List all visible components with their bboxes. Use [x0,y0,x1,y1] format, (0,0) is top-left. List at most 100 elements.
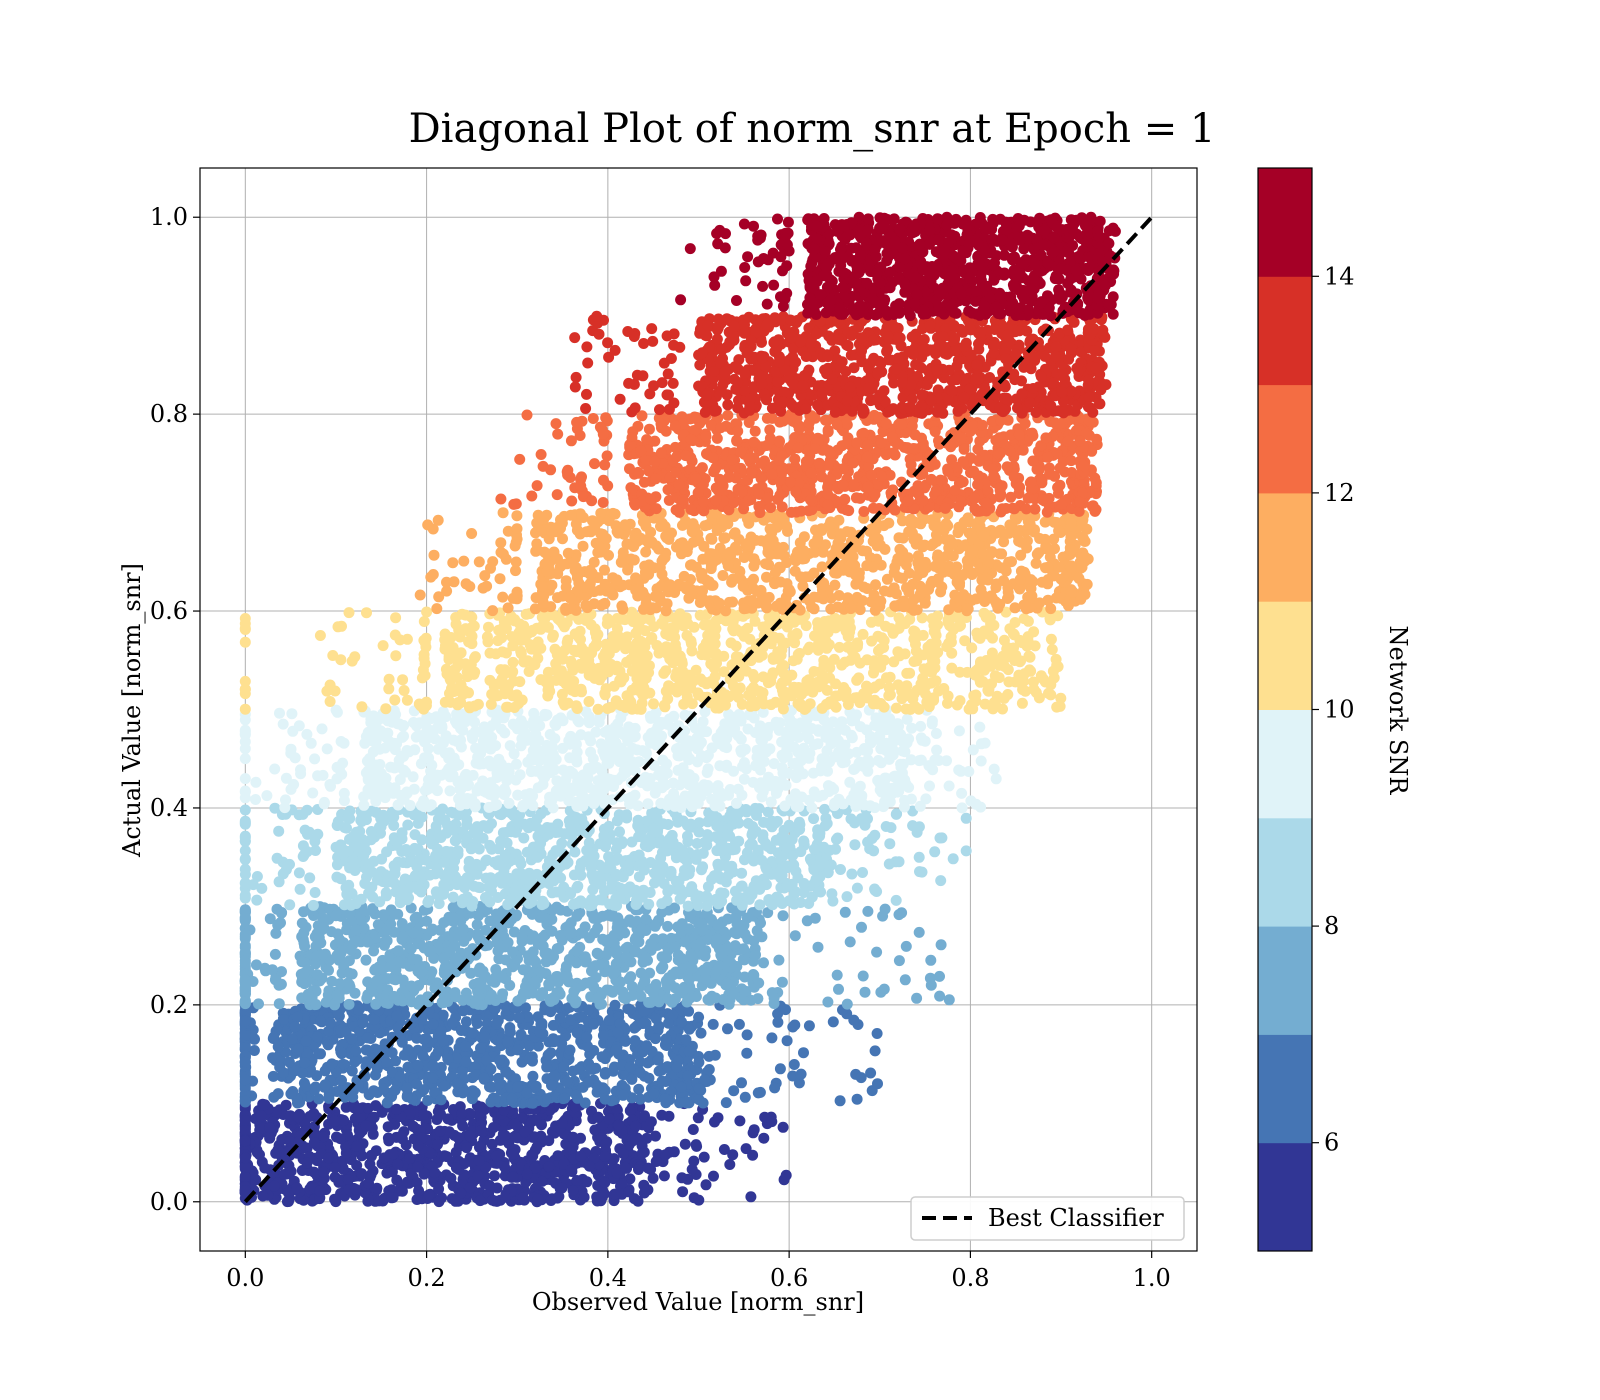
scatter-point [395,1130,407,1142]
scatter-point [671,1061,683,1073]
scatter-point [438,886,449,898]
scatter-point [711,869,723,881]
scatter-point [755,734,767,746]
scatter-point [250,959,262,971]
scatter-point [368,1085,380,1097]
scatter-point [510,774,522,786]
scatter-point [738,773,750,785]
scatter-point [780,1004,791,1016]
scatter-point [818,714,830,726]
scatter-point [781,743,793,755]
scatter-point [869,802,881,814]
scatter-point [728,765,739,777]
scatter-point [571,882,583,894]
scatter-point [513,1012,525,1024]
scatter-point [361,1032,373,1044]
scatter-point [839,906,851,918]
scatter-point [413,717,425,729]
scatter-point [864,843,876,855]
scatter-point [778,1174,790,1186]
scatter-point [423,1189,435,1201]
scatter-point [428,952,440,964]
scatter-point [418,1109,430,1120]
scatter-point [871,1028,883,1039]
scatter-point [558,1061,570,1073]
scatter-point [610,1044,622,1056]
scatter-point [415,994,427,1006]
scatter-point [438,997,450,1009]
scatter-point [620,951,632,963]
scatter-point [479,1031,491,1043]
scatter-point [523,1040,535,1052]
scatter-point [382,1121,394,1133]
scatter-point [722,829,733,841]
scatter-point [270,1147,282,1159]
scatter-point [486,1194,498,1206]
scatter-point [609,999,621,1011]
scatter-point [473,881,485,893]
scatter-point [798,742,810,754]
scatter-point [526,908,538,920]
scatter-point [578,856,590,868]
scatter-point [451,879,463,891]
scatter-point [747,821,759,832]
scatter-point [380,772,392,784]
scatter-point [643,996,655,1008]
scatter-point [521,1087,533,1099]
scatter-point [879,903,891,915]
scatter-point [758,756,770,767]
scatter-point [644,887,656,898]
scatter-point [779,800,791,812]
scatter-point [435,832,447,843]
scatter-point [296,917,308,929]
scatter-point [511,909,522,921]
scatter-point [599,1150,611,1162]
scatter-point [308,1137,320,1148]
scatter-point [255,1110,267,1122]
scatter-point [289,1021,301,1033]
scatter-point [929,846,941,858]
scatter-point [594,959,606,971]
scatter-point [475,1042,486,1054]
scatter-point [251,871,263,882]
scatter-point [755,880,767,892]
scatter-point [718,741,730,753]
scatter-point [433,1196,445,1208]
scatter-point [385,960,396,972]
scatter-point [749,950,761,961]
scatter-point [565,1164,577,1176]
scatter-point [808,843,820,855]
scatter-point [831,969,843,981]
scatter-point [292,1111,304,1123]
scatter-point [457,923,469,935]
scatter-point [499,1191,511,1203]
scatter-point [836,756,848,768]
scatter-point [457,1087,469,1099]
scatter-point [624,1105,636,1117]
scatter-point [563,815,575,827]
scatter-point [518,832,530,844]
scatter-point [885,822,897,834]
scatter-point [401,1082,413,1094]
scatter-point [530,1114,542,1126]
scatter-point [535,808,547,820]
scatter-point [581,1176,593,1188]
scatter-point [724,1159,736,1170]
scatter-point [654,870,666,882]
scatter-point [869,719,881,731]
scatter-point [624,1061,636,1073]
scatter-point [315,1015,326,1027]
scatter-point [391,1103,402,1115]
scatter-point [371,975,383,987]
scatter-point [674,1097,686,1109]
scatter-point [481,1054,493,1066]
scatter-point [766,1116,778,1128]
scatter-point [925,954,937,966]
scatter-point [829,797,841,809]
scatter-point [266,964,278,976]
scatter-point [276,907,287,919]
scatter-point [836,716,848,728]
scatter-point [353,1103,365,1115]
scatter-point [683,754,695,766]
